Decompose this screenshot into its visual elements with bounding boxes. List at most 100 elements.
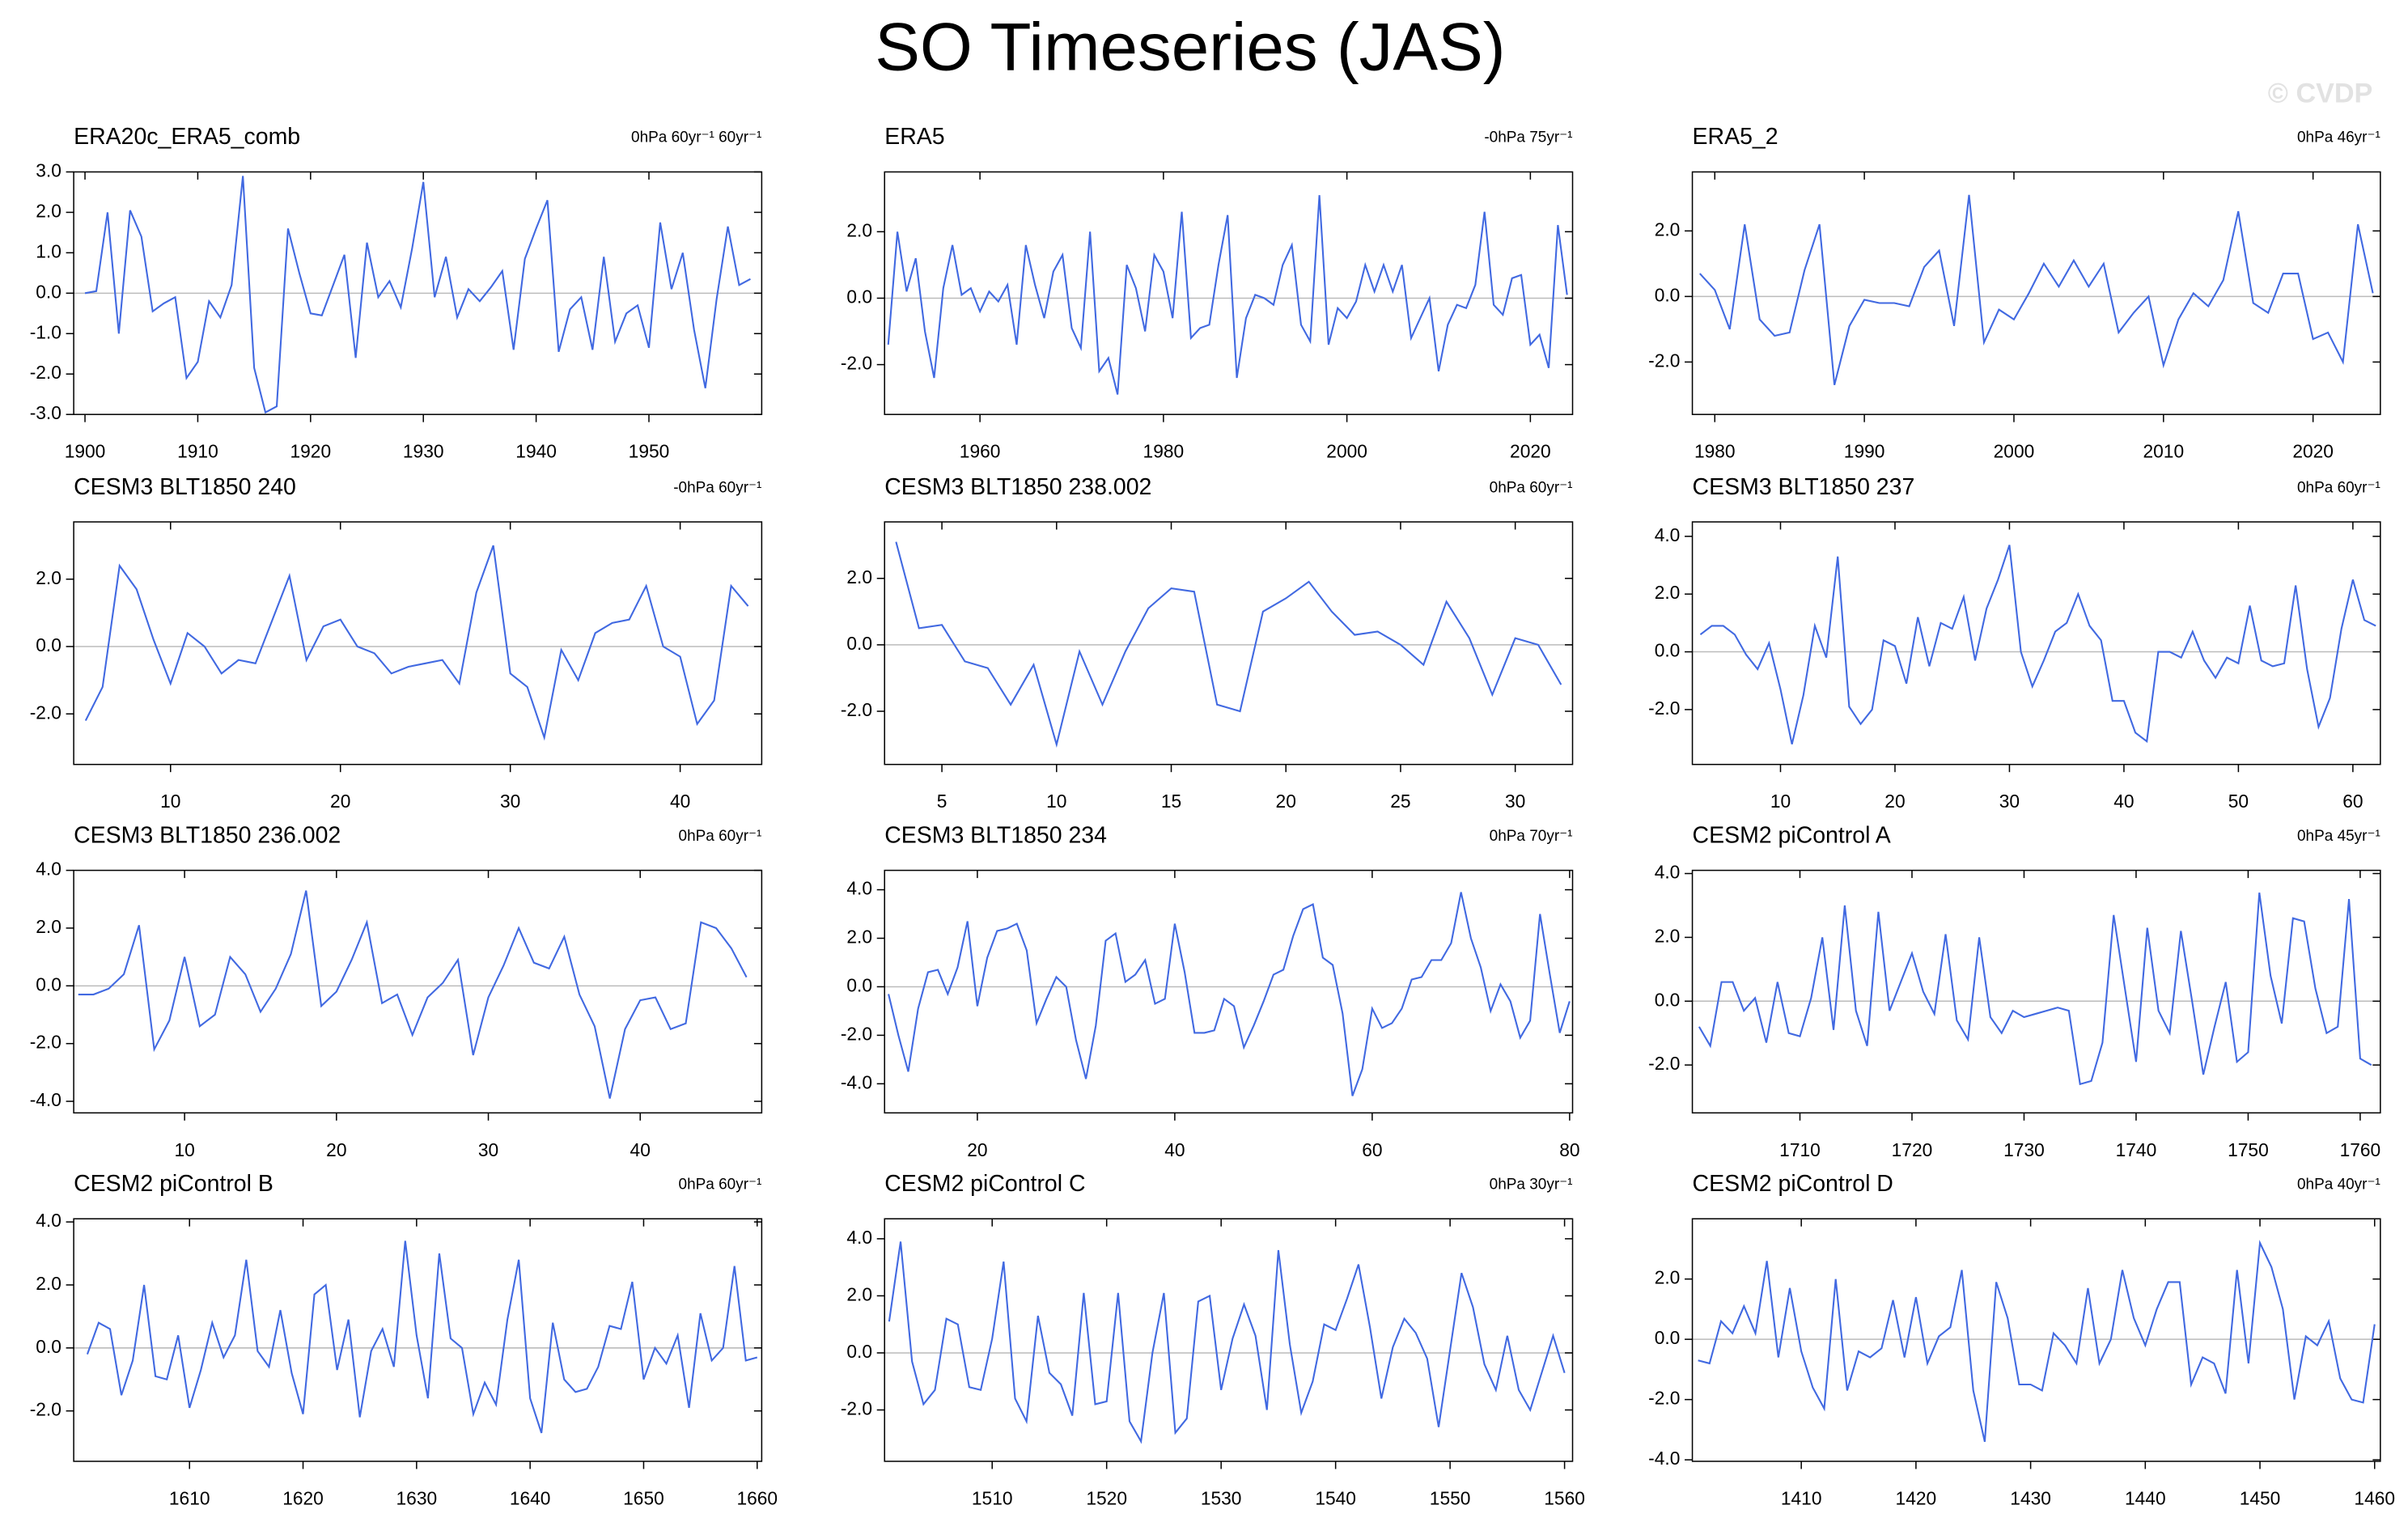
- panel-title: CESM3 BLT1850 240: [74, 474, 296, 500]
- x-tick-label: 60: [1362, 1139, 1382, 1160]
- y-tick-label: 0.0: [1655, 1327, 1681, 1348]
- y-tick-label: -2.0: [1648, 1388, 1680, 1409]
- panel-title: CESM3 BLT1850 238.002: [884, 474, 1151, 500]
- panel-subtitle: 0hPa 45yr⁻¹: [2297, 828, 2380, 845]
- y-tick-label: 4.0: [846, 1227, 872, 1248]
- y-tick-label: 2.0: [1655, 925, 1681, 946]
- y-tick-label: 3.0: [36, 159, 61, 180]
- series-line: [1699, 545, 2376, 744]
- y-tick-label: 2.0: [846, 927, 872, 948]
- y-tick-label: -2.0: [1648, 350, 1680, 371]
- y-tick-label: 0.0: [846, 633, 872, 654]
- x-tick-label: 20: [1884, 791, 1905, 812]
- y-tick-label: -2.0: [1648, 1053, 1680, 1074]
- series-line: [887, 195, 1568, 395]
- y-tick-label: -2.0: [841, 1397, 872, 1418]
- y-tick-label: 2.0: [1655, 1267, 1681, 1288]
- x-tick-label: 2020: [2292, 441, 2334, 462]
- x-tick-label: 10: [174, 1139, 194, 1160]
- y-tick-label: 2.0: [1655, 218, 1681, 240]
- y-tick-label: -2.0: [30, 362, 61, 383]
- y-tick-label: -2.0: [30, 702, 61, 723]
- plot-frame: [884, 869, 1574, 1114]
- series-line: [78, 890, 748, 1099]
- y-tick-label: 2.0: [1655, 582, 1681, 603]
- panel-subtitle: 0hPa 60yr⁻¹: [2297, 479, 2380, 496]
- plot-frame: [884, 171, 1574, 415]
- x-tick-label: 1420: [1896, 1487, 1937, 1508]
- series-line: [895, 541, 1562, 748]
- y-tick-label: 2.0: [846, 219, 872, 240]
- series-line: [1698, 1240, 2376, 1442]
- plot-frame: [73, 521, 763, 765]
- x-tick-label: 60: [2342, 791, 2363, 812]
- series-line: [888, 1241, 1566, 1444]
- plot-frame: [1691, 1218, 2381, 1462]
- y-tick-label: 0.0: [1655, 284, 1681, 305]
- x-tick-label: 50: [2228, 791, 2249, 812]
- y-tick-label: -4.0: [1648, 1448, 1680, 1469]
- plot-frame: [73, 171, 763, 415]
- plot-frame: [884, 1218, 1574, 1462]
- panel-title: CESM2 piControl C: [884, 1171, 1085, 1197]
- x-tick-label: 40: [670, 791, 690, 812]
- y-tick-label: 0.0: [846, 286, 872, 307]
- y-tick-label: -2.0: [841, 353, 872, 374]
- y-tick-label: -2.0: [30, 1032, 61, 1053]
- y-tick-label: 2.0: [846, 1283, 872, 1304]
- panel-subtitle: 0hPa 70yr⁻¹: [1490, 828, 1573, 845]
- x-tick-label: 1630: [396, 1487, 438, 1508]
- y-tick-label: -2.0: [30, 1399, 61, 1420]
- x-tick-label: 1980: [1143, 441, 1185, 462]
- x-tick-label: 30: [478, 1139, 498, 1160]
- x-tick-label: 1440: [2125, 1487, 2166, 1508]
- plot-frame: [1691, 869, 2381, 1114]
- panel-title: CESM2 piControl D: [1693, 1171, 1893, 1197]
- x-tick-label: 1950: [629, 441, 670, 462]
- x-tick-label: 1560: [1544, 1487, 1585, 1508]
- y-tick-label: 4.0: [36, 1210, 61, 1231]
- y-tick-label: -1.0: [30, 321, 61, 342]
- x-tick-label: 30: [1505, 791, 1525, 812]
- panel-subtitle: 0hPa 60yr⁻¹: [1490, 479, 1573, 496]
- x-tick-label: 1620: [282, 1487, 324, 1508]
- x-tick-label: 1640: [510, 1487, 551, 1508]
- x-tick-label: 2020: [1510, 441, 1551, 462]
- y-tick-label: -2.0: [841, 1023, 872, 1044]
- x-tick-label: 40: [630, 1139, 651, 1160]
- x-tick-label: 1530: [1201, 1487, 1242, 1508]
- x-tick-label: 20: [1276, 791, 1296, 812]
- y-tick-label: 4.0: [1655, 862, 1681, 883]
- y-tick-label: 1.0: [36, 240, 61, 261]
- x-tick-label: 1740: [2116, 1139, 2157, 1160]
- x-tick-label: 1730: [2003, 1139, 2045, 1160]
- x-tick-label: 1660: [736, 1487, 778, 1508]
- y-tick-label: 2.0: [36, 1273, 61, 1294]
- y-tick-label: -4.0: [841, 1071, 872, 1092]
- x-tick-label: 1540: [1315, 1487, 1356, 1508]
- series-line: [888, 892, 1571, 1096]
- plot-frame: [1691, 171, 2381, 415]
- series-line: [1698, 893, 2372, 1086]
- x-tick-label: 2000: [1994, 441, 2035, 462]
- x-tick-label: 1910: [177, 441, 218, 462]
- plot-frame: [884, 521, 1574, 765]
- y-tick-label: 2.0: [36, 200, 61, 221]
- x-tick-label: 1430: [2010, 1487, 2051, 1508]
- x-tick-label: 1650: [623, 1487, 664, 1508]
- x-tick-label: 80: [1559, 1139, 1579, 1160]
- x-tick-label: 1720: [1892, 1139, 1933, 1160]
- x-tick-label: 25: [1390, 791, 1410, 812]
- x-tick-label: 20: [326, 1139, 346, 1160]
- x-tick-label: 1760: [2340, 1139, 2381, 1160]
- panel-subtitle: 0hPa 40yr⁻¹: [2297, 1177, 2380, 1194]
- x-tick-label: 2010: [2143, 441, 2184, 462]
- y-tick-label: 0.0: [1655, 989, 1681, 1010]
- credit: © CVDP: [2268, 78, 2373, 109]
- y-tick-label: 2.0: [36, 916, 61, 937]
- panel-title: CESM2 piControl B: [74, 1171, 273, 1197]
- y-tick-label: 0.0: [1655, 640, 1681, 661]
- x-tick-label: 1510: [972, 1487, 1013, 1508]
